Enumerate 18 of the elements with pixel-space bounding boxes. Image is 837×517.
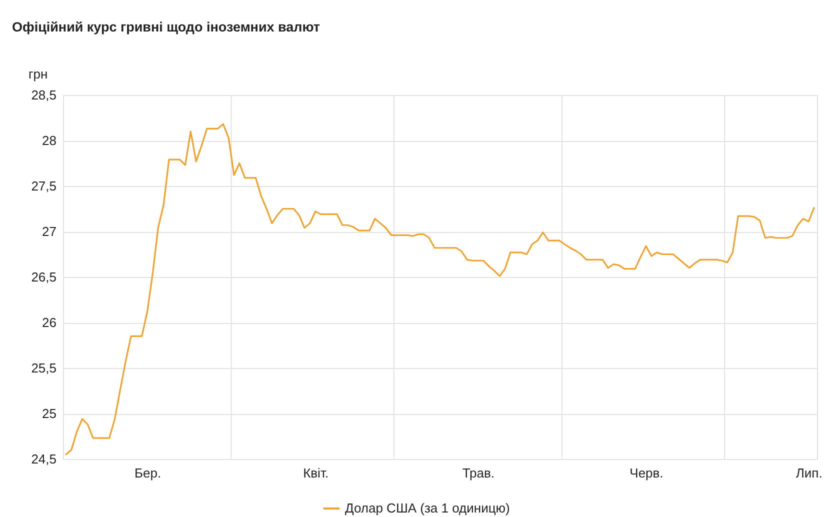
y-tick-label: 28 [42,133,56,148]
chart-title: Офіційний курс гривні щодо іноземних валют [12,20,320,34]
y-tick-label: 25,5 [31,360,56,376]
y-tick-label: 27,5 [31,178,56,194]
x-tick-label: Трав. [462,466,495,480]
x-tick-label: Лип. [796,466,822,480]
line-series [65,123,815,456]
y-tick-label: 26 [42,315,56,330]
y-tick-label: 24,5 [31,452,56,466]
y-axis-title: грн [28,66,48,82]
x-tick-label: Черв. [630,466,664,480]
y-tick-label: 25 [42,406,56,421]
legend-label: Долар США (за 1 одиницю) [345,500,510,516]
x-tick-label: Квіт. [303,466,329,480]
y-tick-label: 28,5 [31,88,56,102]
y-tick-label: 26,5 [31,270,56,284]
x-tick-label: Бер. [134,466,162,480]
y-tick-label: 27 [42,224,56,239]
